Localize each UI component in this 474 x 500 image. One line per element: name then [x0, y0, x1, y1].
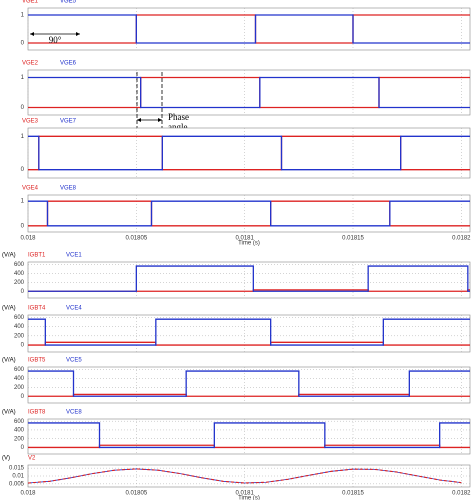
panel-frame	[27, 261, 471, 299]
legend-entry: VCE5	[66, 358, 82, 364]
y-axis-label: (V/A)	[2, 410, 16, 416]
y-tick-label: 0	[21, 105, 25, 111]
y-tick-label: 200	[14, 333, 25, 339]
legend-entry: V2	[28, 456, 36, 462]
y-tick-label: 0	[21, 41, 25, 47]
y-tick-label: 200	[14, 385, 25, 391]
legend-entry: IGBT4	[28, 306, 46, 312]
annotation: angle	[168, 122, 188, 132]
y-tick-label: 0.005	[9, 481, 25, 487]
data-line	[28, 422, 470, 449]
annotation: 90°	[49, 35, 62, 45]
legend-entry: VGE8	[60, 186, 77, 192]
legend-entry: VGE7	[60, 119, 77, 125]
y-tick-label: 400	[14, 428, 25, 434]
y-tick-label: 600	[14, 367, 25, 373]
annotation: Phase	[168, 112, 189, 122]
y-tick-label: 0	[21, 343, 25, 349]
y-axis-label: (V/A)	[2, 358, 16, 364]
panel-frame	[27, 69, 471, 116]
panel-frame	[27, 314, 471, 353]
legend-entry: IGBT8	[28, 410, 46, 416]
data-line	[28, 14, 470, 44]
data-line	[28, 265, 470, 292]
y-axis-label: (V)	[2, 456, 10, 462]
y-axis-label: (V/A)	[2, 253, 16, 259]
legend-entry: VGE4	[22, 186, 39, 192]
x-tick-label: 0.018	[20, 236, 36, 242]
data-line	[28, 76, 470, 109]
y-tick-label: 1	[21, 13, 25, 19]
y-tick-label: 600	[14, 419, 25, 425]
y-tick-label: 0.015	[9, 466, 25, 472]
x-axis-label: Time (s)	[238, 241, 260, 247]
y-tick-label: 1	[21, 199, 25, 205]
legend-entry: VCE4	[66, 306, 82, 312]
legend-entry: IGBT5	[28, 358, 46, 364]
x-tick-label: 0.01815	[342, 491, 364, 497]
x-tick-label: 0.0182	[452, 491, 471, 497]
data-line	[28, 318, 470, 346]
legend-entry: VGE6	[60, 61, 77, 67]
y-tick-label: 0	[21, 394, 25, 400]
panel-frame	[27, 127, 471, 179]
legend-entry: VGE2	[22, 61, 39, 67]
y-tick-label: 400	[14, 271, 25, 277]
x-tick-label: 0.01805	[125, 236, 147, 242]
legend-entry: VGE5	[60, 0, 77, 5]
y-tick-label: 0.01	[12, 474, 24, 480]
data-line	[28, 200, 470, 227]
legend-entry: IGBT1	[28, 253, 46, 259]
y-tick-label: 0	[21, 223, 25, 229]
x-tick-label: 0.01805	[125, 491, 147, 497]
x-tick-label: 0.0182	[452, 236, 471, 242]
legend-entry: VCE1	[66, 253, 82, 259]
y-tick-label: 0	[21, 445, 25, 451]
y-tick-label: 600	[14, 315, 25, 321]
panel-frame	[27, 7, 471, 51]
x-tick-label: 0.0181	[235, 491, 254, 497]
y-tick-label: 400	[14, 324, 25, 330]
y-tick-label: 1	[21, 75, 25, 81]
y-tick-label: 0	[21, 289, 25, 295]
y-axis-label: (V/A)	[2, 306, 16, 312]
y-tick-label: 1	[21, 134, 25, 140]
x-axis-label: Time (s)	[238, 496, 260, 500]
legend-entry: VGE1	[22, 0, 39, 5]
panel-frame	[27, 366, 471, 404]
y-tick-label: 400	[14, 376, 25, 382]
data-line	[28, 135, 470, 171]
data-line-underlay	[27, 468, 462, 484]
legend-entry: VGE3	[22, 119, 39, 125]
x-tick-label: 0.0181	[235, 236, 254, 242]
data-line	[28, 370, 470, 397]
panel-frame	[27, 418, 471, 455]
y-tick-label: 600	[14, 262, 25, 268]
legend-entry: VCE8	[66, 410, 82, 416]
y-tick-label: 0	[21, 167, 25, 173]
x-tick-label: 0.018	[20, 491, 36, 497]
x-tick-label: 0.01815	[342, 236, 364, 242]
y-tick-label: 200	[14, 436, 25, 442]
y-tick-label: 200	[14, 280, 25, 286]
